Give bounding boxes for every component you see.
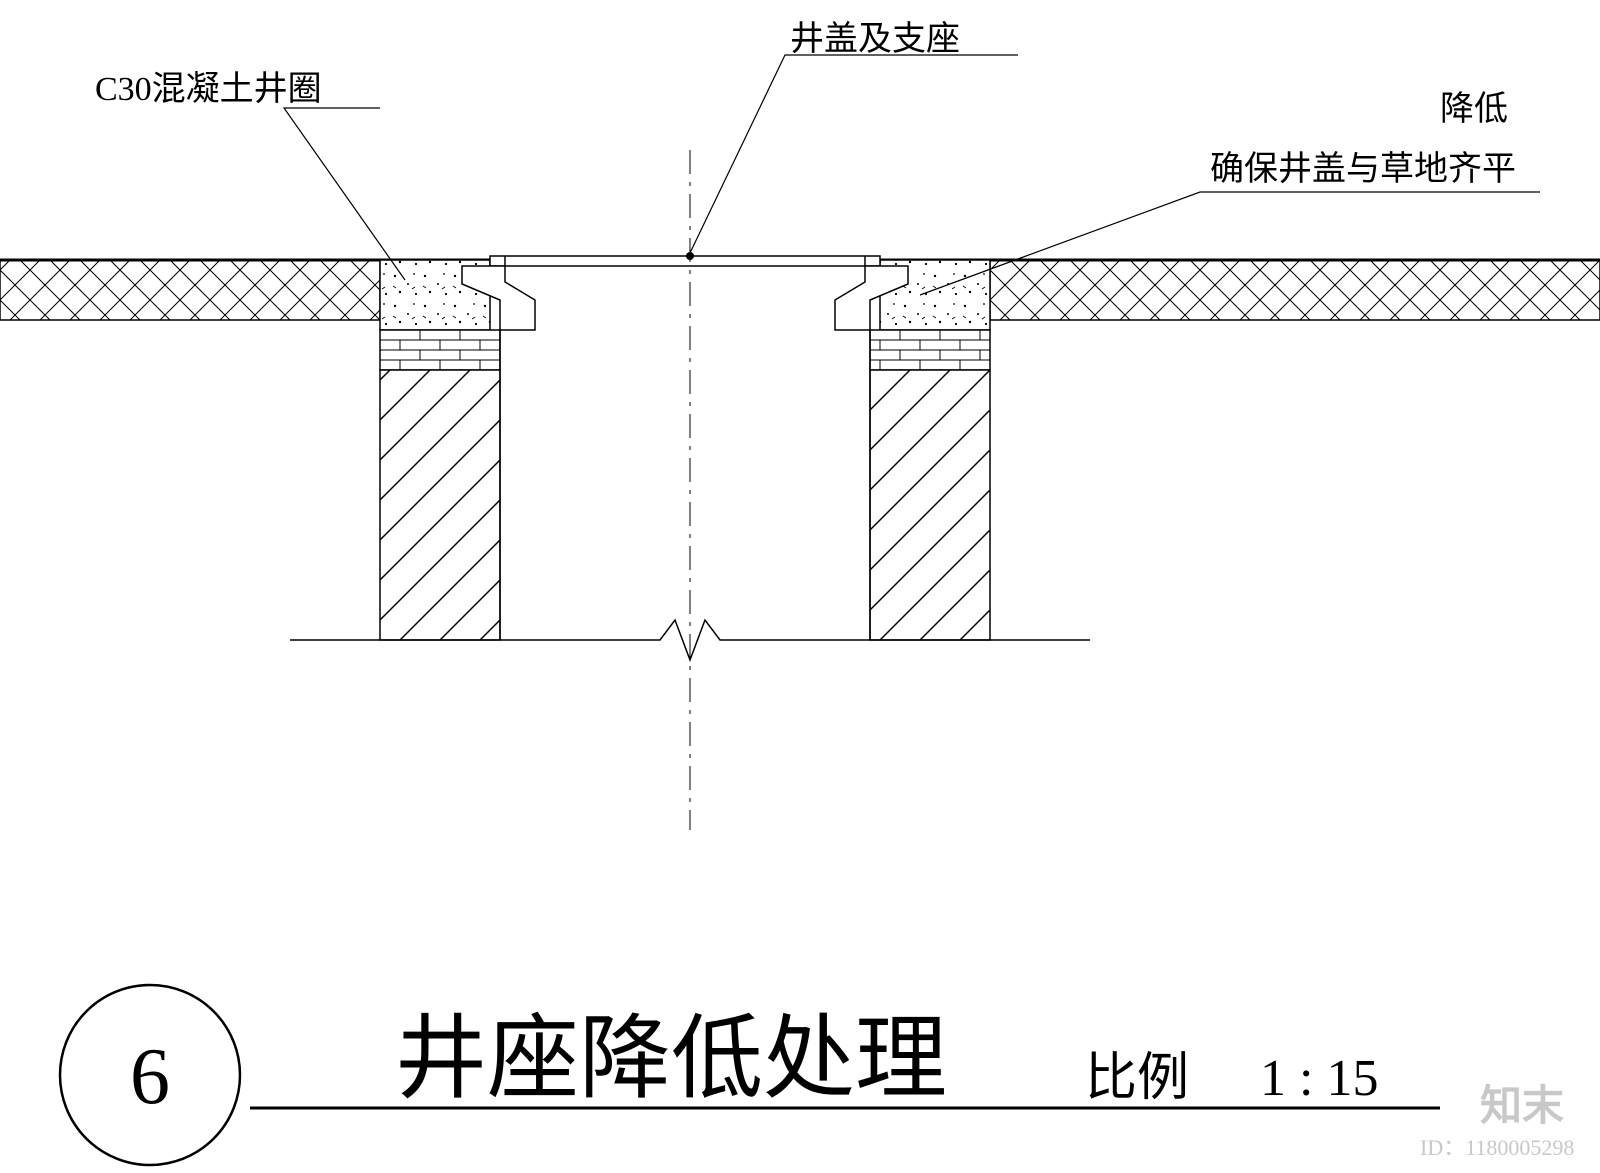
well-wall-left [380, 370, 500, 640]
leader-dot-top [686, 252, 694, 260]
label-flush: 确保井盖与草地齐平 [1210, 150, 1516, 188]
watermark: 知末 ID：1180005298 [1420, 1083, 1574, 1160]
callout-labels: C30混凝土井圈 井盖及支座 降低 确保井盖与草地齐平 [95, 20, 1516, 188]
brick-right [870, 330, 990, 370]
title-text: 井座降低处理 [395, 1008, 947, 1110]
section-drawing [0, 150, 1600, 830]
label-c30: C30混凝土井圈 [95, 70, 322, 108]
scale-value: 1 : 15 [1260, 1050, 1378, 1107]
title-block: 6 井座降低处理 比例 1 : 15 [60, 985, 1440, 1165]
watermark-brand: 知末 [1480, 1083, 1564, 1130]
well-wall-right [870, 370, 990, 640]
label-lower: 降低 [1440, 90, 1508, 128]
brick-left [380, 330, 500, 370]
leader-left [284, 108, 405, 280]
ground-right [990, 260, 1600, 320]
diagram-canvas: C30混凝土井圈 井盖及支座 降低 确保井盖与草地齐平 6 井座降低处理 比例 … [0, 0, 1600, 1173]
leader-top [690, 55, 1018, 253]
detail-number: 6 [130, 1033, 170, 1121]
watermark-id: ID：1180005298 [1420, 1135, 1574, 1160]
ground-left [0, 260, 380, 320]
label-cover: 井盖及支座 [790, 20, 960, 58]
manhole-cover-frame [462, 256, 908, 330]
scale-label: 比例 [1085, 1050, 1189, 1107]
